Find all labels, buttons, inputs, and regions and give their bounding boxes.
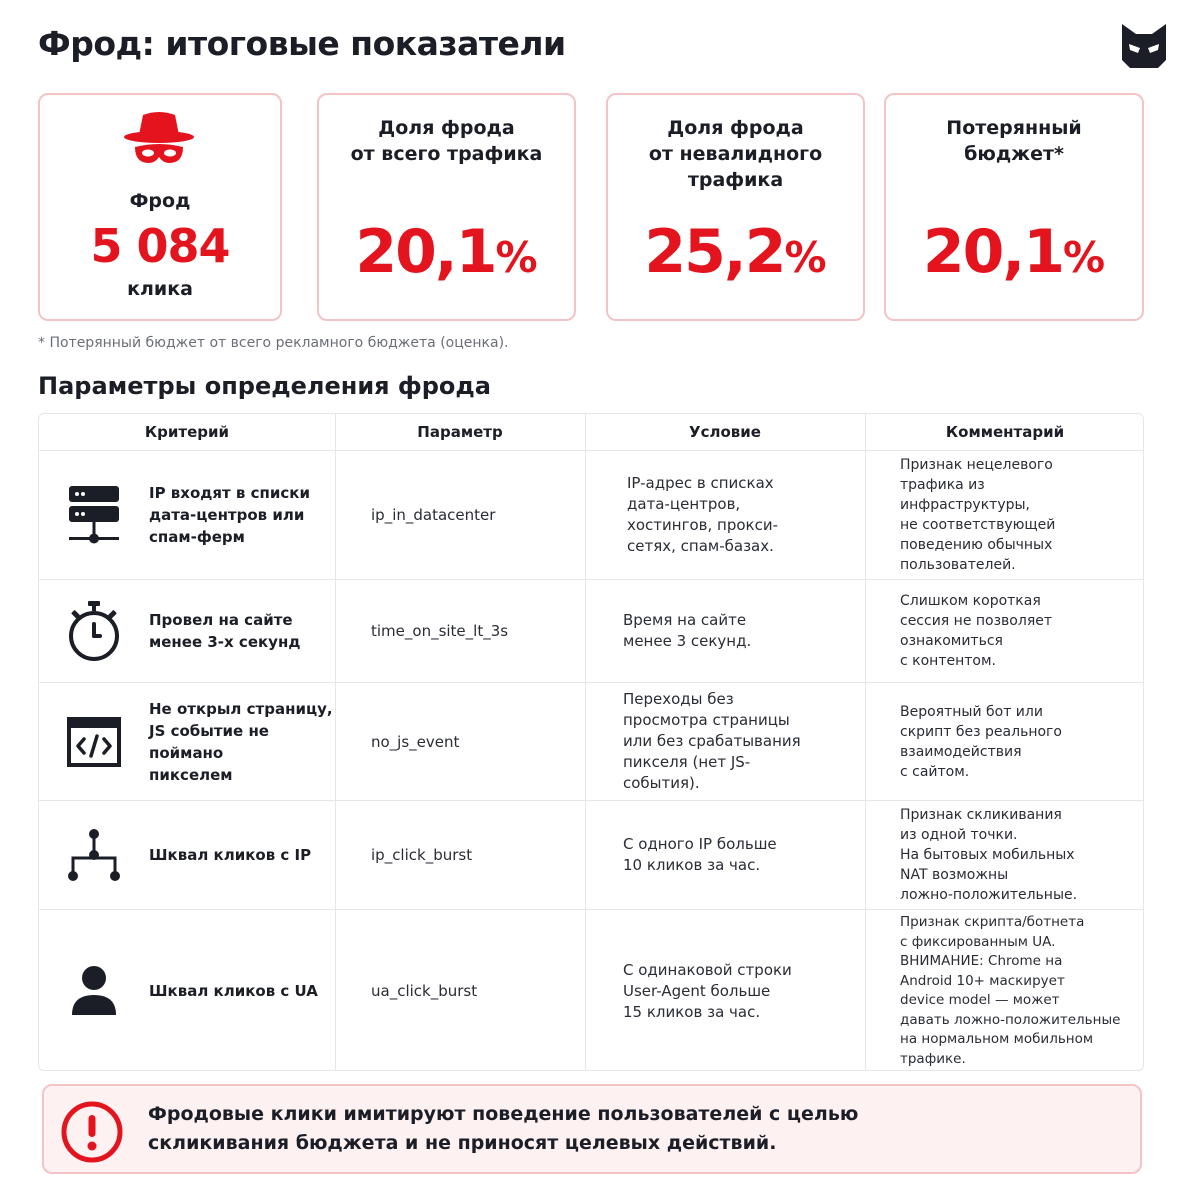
- fraud-unit: клика: [127, 278, 193, 300]
- alert-text: Фродовые клики имитируют поведение польз…: [148, 1103, 859, 1154]
- row-parameter: ua_click_burst: [371, 982, 478, 1000]
- share-invalid-value: 25,2%: [644, 217, 827, 287]
- kpi-cards: Фрод 5 084 клика Доля фрода от всего тра…: [38, 93, 1144, 321]
- table-row: Шквал кликов с IP ip_click_burst С одног…: [39, 801, 1143, 910]
- lost-budget-label: Потерянный бюджет*: [946, 117, 1082, 165]
- lost-budget-value: 20,1%: [922, 217, 1106, 287]
- share-invalid-card: Доля фрода от невалидного трафика 25,2%: [606, 93, 865, 321]
- share-total-label: Доля фрода от всего трафика: [350, 117, 543, 165]
- header-criterion: Критерий: [144, 423, 230, 441]
- row-comment: Признак нецелевого трафика из инфраструк…: [900, 457, 1056, 573]
- fraud-clicks-card: Фрод 5 084 клика: [38, 93, 282, 321]
- share-total-card: Доля фрода от всего трафика 20,1%: [317, 93, 576, 321]
- row-criterion: Шквал кликов с IP: [149, 846, 312, 864]
- table-row: IP входят в списки дата-центров или спам…: [39, 451, 1143, 580]
- table-row: Провел на сайте менее 3-х секунд time_on…: [39, 580, 1143, 683]
- header-comment: Комментарий: [945, 423, 1065, 441]
- share-invalid-label: Доля фрода от невалидного трафика: [648, 117, 823, 191]
- row-criterion: Провел на сайте менее 3-х секунд: [149, 611, 301, 651]
- row-condition: С одного IP больше 10 кликов за час.: [623, 835, 777, 874]
- user-icon: [72, 966, 116, 1015]
- exclamation-circle-icon: [61, 1101, 123, 1163]
- row-condition: Время на сайте менее 3 секунд.: [623, 611, 752, 650]
- row-parameter: time_on_site_lt_3s: [371, 622, 509, 640]
- alert-banner: Фродовые клики имитируют поведение польз…: [42, 1084, 1142, 1174]
- network-hierarchy-icon: [68, 829, 120, 881]
- cat-mask-logo-icon: [1122, 24, 1166, 68]
- row-comment: Вероятный бот или скрипт без реального в…: [900, 703, 1062, 780]
- row-parameter: ip_in_datacenter: [371, 506, 496, 524]
- spy-hat-mask-icon: [124, 112, 194, 163]
- row-condition: С одинаковой строки User-Agent больше 15…: [623, 960, 792, 1021]
- fraud-label: Фрод: [129, 190, 191, 212]
- code-window-icon: [67, 716, 121, 767]
- row-criterion: IP входят в списки дата-центров или спам…: [149, 484, 310, 546]
- section-title: Параметры определения фрода: [38, 372, 491, 400]
- row-criterion: Шквал кликов с UA: [149, 982, 318, 1000]
- header-condition: Условие: [689, 423, 761, 441]
- table-row: Не открыл страницу, JS событие не пойман…: [39, 683, 1143, 801]
- lost-budget-card: Потерянный бюджет* 20,1%: [884, 93, 1144, 321]
- fraud-value: 5 084: [90, 219, 230, 273]
- page-title: Фрод: итоговые показатели: [38, 24, 566, 63]
- row-comment: Признак скрипта/ботнета с фиксированным …: [900, 914, 1121, 1067]
- footnote: * Потерянный бюджет от всего рекламного …: [38, 335, 509, 351]
- header-parameter: Параметр: [417, 423, 503, 441]
- stopwatch-icon: [69, 601, 119, 661]
- row-condition: Переходы без просмотра страницы или без …: [623, 690, 801, 792]
- table-row: Шквал кликов с UA ua_click_burst С одина…: [39, 910, 1143, 1070]
- row-condition: IP-адрес в списках дата-центров, хостинг…: [627, 474, 779, 555]
- row-parameter: no_js_event: [371, 732, 460, 751]
- fraud-params-table: Критерий Параметр Условие Комментарий IP…: [38, 413, 1144, 1071]
- table-header: Критерий Параметр Условие Комментарий: [39, 414, 1143, 451]
- row-parameter: ip_click_burst: [371, 846, 473, 864]
- server-network-icon: [69, 486, 119, 544]
- row-comment: Слишком короткая сессия не позволяет озн…: [900, 593, 1053, 669]
- share-total-value: 20,1%: [355, 217, 538, 287]
- row-comment: Признак скликивания из одной точки. На б…: [900, 807, 1078, 903]
- row-criterion: Не открыл страницу, JS событие не пойман…: [149, 699, 333, 784]
